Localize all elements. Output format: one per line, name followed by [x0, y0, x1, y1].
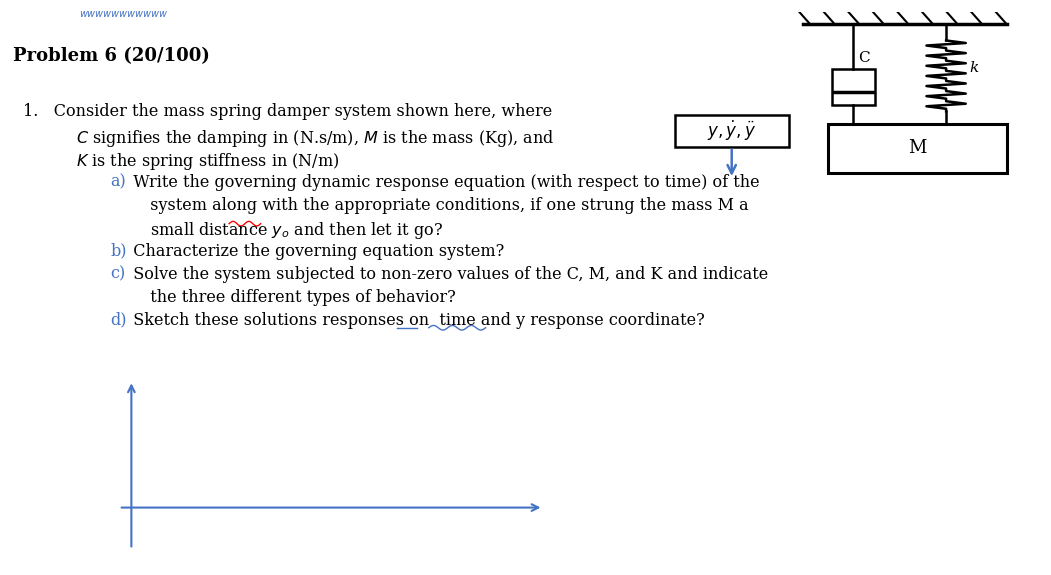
- Text: k: k: [969, 61, 978, 75]
- Text: 1.   Consider the mass spring damper system shown here, where: 1. Consider the mass spring damper syste…: [23, 104, 553, 121]
- Text: $\it{C}$ signifies the damping in (N.s/m), $\it{M}$ is the mass (Kg), and: $\it{C}$ signifies the damping in (N.s/m…: [76, 128, 554, 149]
- Text: Problem 6 (20/100): Problem 6 (20/100): [13, 47, 209, 65]
- Text: $y, \dot{y}, \ddot{y}$: $y, \dot{y}, \ddot{y}$: [707, 118, 757, 143]
- Text: $\it{K}$ is the spring stiffness in (N/m): $\it{K}$ is the spring stiffness in (N/m…: [76, 151, 339, 172]
- Text: C: C: [859, 51, 870, 65]
- Text: Characterize the governing equation system?: Characterize the governing equation syst…: [123, 243, 504, 260]
- Bar: [831, 70, 874, 105]
- Text: wwwwwwwwwww: wwwwwwwwwww: [79, 9, 167, 18]
- Bar: [828, 124, 1007, 172]
- Text: Write the governing dynamic response equation (with respect to time) of the: Write the governing dynamic response equ…: [123, 174, 760, 191]
- Text: b): b): [110, 243, 127, 260]
- Text: d): d): [110, 312, 127, 329]
- Text: Solve the system subjected to non-zero values of the C, M, and K and indicate: Solve the system subjected to non-zero v…: [123, 266, 768, 283]
- Text: Sketch these solutions responses on  time and y response coordinate?: Sketch these solutions responses on time…: [123, 312, 705, 329]
- Text: system along with the appropriate conditions, if one strung the mass M a: system along with the appropriate condit…: [140, 197, 748, 214]
- Text: a): a): [110, 174, 126, 191]
- Bar: [675, 114, 789, 147]
- Text: small distance $\it{y_o}$ and then let it go?: small distance $\it{y_o}$ and then let i…: [140, 220, 442, 241]
- Text: M: M: [908, 139, 927, 158]
- Text: c): c): [110, 266, 126, 283]
- Text: the three different types of behavior?: the three different types of behavior?: [140, 289, 455, 306]
